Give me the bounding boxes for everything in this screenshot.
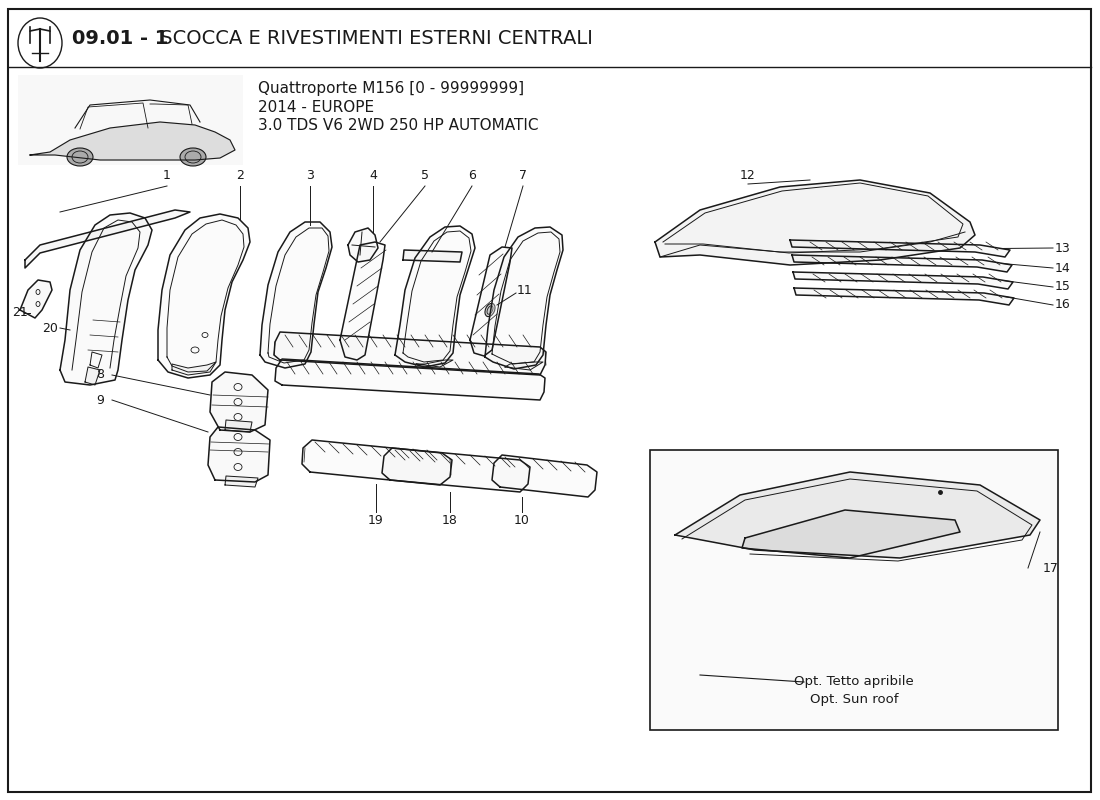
Polygon shape [348, 228, 378, 262]
Polygon shape [274, 332, 546, 375]
Text: 17: 17 [1043, 562, 1059, 574]
Text: 3.0 TDS V6 2WD 250 HP AUTOMATIC: 3.0 TDS V6 2WD 250 HP AUTOMATIC [258, 118, 539, 134]
Text: 14: 14 [1055, 262, 1070, 274]
Polygon shape [395, 226, 475, 367]
Polygon shape [226, 420, 252, 432]
Polygon shape [172, 362, 216, 375]
Polygon shape [30, 122, 235, 160]
Bar [650, 450, 1058, 730]
Text: 6: 6 [469, 169, 476, 182]
Polygon shape [60, 213, 152, 385]
Polygon shape [210, 372, 268, 432]
Text: 4: 4 [370, 169, 377, 182]
Polygon shape [790, 240, 1010, 257]
Polygon shape [226, 476, 258, 487]
Polygon shape [416, 360, 453, 367]
Polygon shape [403, 250, 462, 262]
Text: Quattroporte M156 [0 - 99999999]: Quattroporte M156 [0 - 99999999] [258, 81, 524, 95]
Text: 7: 7 [519, 169, 527, 182]
Text: 15: 15 [1055, 281, 1071, 294]
Polygon shape [302, 440, 452, 485]
Polygon shape [792, 255, 1012, 272]
Polygon shape [158, 214, 250, 378]
Text: 21: 21 [12, 306, 28, 319]
Text: 3: 3 [306, 169, 313, 182]
Text: SCOCCA E RIVESTIMENTI ESTERNI CENTRALI: SCOCCA E RIVESTIMENTI ESTERNI CENTRALI [154, 29, 593, 47]
Text: 09.01 - 1: 09.01 - 1 [72, 29, 168, 47]
Polygon shape [654, 180, 975, 265]
Polygon shape [505, 362, 543, 370]
Text: 2014 - EUROPE: 2014 - EUROPE [258, 99, 374, 114]
Polygon shape [794, 288, 1014, 305]
Text: 20: 20 [42, 322, 58, 334]
Ellipse shape [485, 303, 495, 317]
Polygon shape [382, 448, 530, 492]
Polygon shape [208, 427, 270, 482]
Text: 9: 9 [96, 394, 103, 406]
Text: 16: 16 [1055, 298, 1070, 311]
Bar [18, 75, 243, 165]
Polygon shape [492, 455, 597, 497]
Polygon shape [675, 472, 1040, 558]
Text: 2: 2 [236, 169, 244, 182]
Ellipse shape [180, 148, 206, 166]
Text: Opt. Sun roof: Opt. Sun roof [810, 694, 899, 706]
Text: 11: 11 [517, 283, 532, 297]
Text: 5: 5 [421, 169, 429, 182]
Polygon shape [340, 242, 385, 360]
Text: 1: 1 [163, 169, 170, 182]
Polygon shape [275, 359, 544, 400]
Text: 8: 8 [96, 369, 104, 382]
Text: Opt. Tetto apribile: Opt. Tetto apribile [794, 675, 914, 689]
Ellipse shape [67, 148, 94, 166]
Text: 13: 13 [1055, 242, 1070, 254]
Polygon shape [470, 247, 512, 356]
Polygon shape [20, 280, 52, 318]
Polygon shape [85, 367, 100, 385]
Text: 19: 19 [368, 514, 384, 526]
Polygon shape [485, 227, 563, 369]
Polygon shape [742, 510, 960, 558]
Polygon shape [793, 272, 1013, 289]
Text: 10: 10 [514, 514, 530, 526]
Text: 18: 18 [442, 514, 458, 526]
Polygon shape [25, 210, 190, 268]
Text: 12: 12 [740, 169, 756, 182]
Polygon shape [260, 222, 332, 368]
